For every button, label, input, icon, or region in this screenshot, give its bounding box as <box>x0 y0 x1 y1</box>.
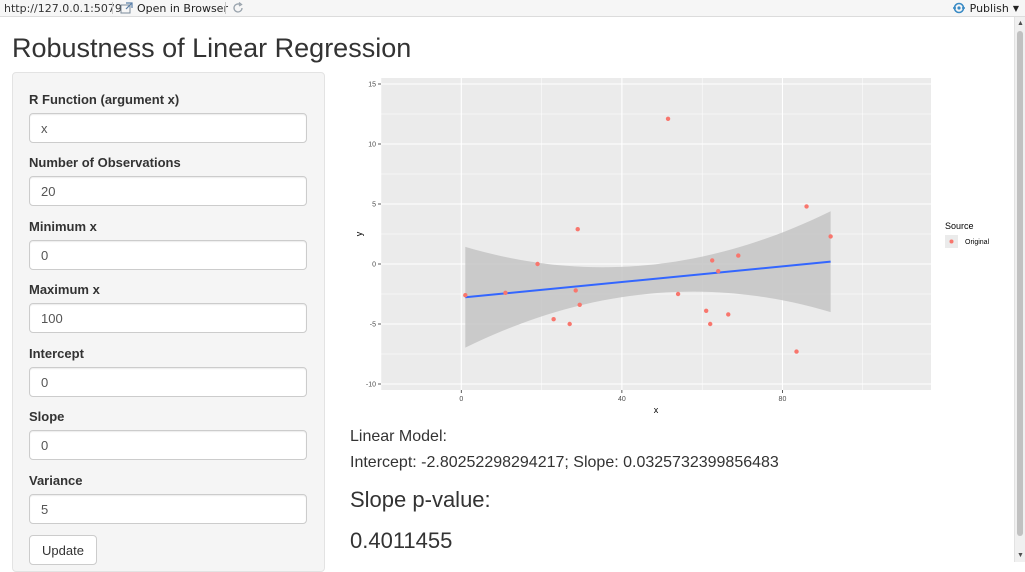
variance-input[interactable] <box>29 494 307 524</box>
field-label: Maximum x <box>29 282 100 297</box>
open-in-browser-button[interactable]: Open in Browser <box>120 1 228 15</box>
field-num-observations: Number of Observations <box>29 155 307 206</box>
data-point <box>535 261 540 267</box>
legend-title: Source <box>945 221 974 231</box>
input-panel: R Function (argument x) Number of Observ… <box>12 72 325 572</box>
y-tick-label: -10 <box>366 382 376 389</box>
r-function-input[interactable] <box>29 113 307 143</box>
data-point <box>703 308 709 313</box>
legend-point <box>949 239 954 244</box>
x-axis-label: x <box>654 405 659 415</box>
scroll-down-icon[interactable]: ▼ <box>1017 552 1024 559</box>
open-in-browser-label: Open in Browser <box>137 1 228 15</box>
linear-model-label: Linear Model: <box>350 428 447 445</box>
regression-plot: -10 -5 0 5 10 15 0 40 80 x y Source Original <box>350 72 1012 417</box>
x-tick-label: 40 <box>618 396 626 403</box>
data-point <box>804 204 809 209</box>
url-text: http://127.0.0.1:5079 <box>4 2 122 15</box>
min-x-input[interactable] <box>29 240 307 270</box>
y-tick-label: 0 <box>372 262 376 269</box>
field-label: Number of Observations <box>29 155 181 170</box>
scroll-up-icon[interactable]: ▲ <box>1017 20 1024 27</box>
field-max-x: Maximum x <box>29 282 307 333</box>
x-tick-label: 80 <box>779 396 787 403</box>
data-point <box>675 291 681 297</box>
data-point <box>665 116 671 121</box>
vertical-scrollbar[interactable]: ▲ ▼ <box>1014 17 1025 562</box>
data-point <box>577 302 582 307</box>
regression-line <box>465 260 831 299</box>
data-point <box>716 269 721 274</box>
linear-model-values: Intercept: -2.80252298294217; Slope: 0.0… <box>350 454 779 471</box>
y-tick-label: 5 <box>372 202 376 209</box>
scatter-chart: -10 -5 0 5 10 15 0 40 80 x y Source Original <box>354 78 990 415</box>
field-intercept: Intercept <box>29 346 307 397</box>
slope-input[interactable] <box>29 430 307 460</box>
data-point <box>794 349 799 354</box>
max-x-input[interactable] <box>29 303 307 333</box>
data-point <box>567 321 572 327</box>
chevron-down-icon: ▼ <box>1012 3 1019 13</box>
update-button[interactable]: Update <box>29 535 97 565</box>
x-tick-label: 0 <box>459 396 463 403</box>
scrollbar-thumb[interactable] <box>1017 31 1023 536</box>
data-point <box>726 312 731 317</box>
field-label: Intercept <box>29 346 84 361</box>
field-r-function: R Function (argument x) <box>29 92 307 143</box>
data-point <box>828 234 833 239</box>
publish-icon <box>952 2 965 14</box>
field-label: Slope <box>29 409 65 424</box>
page-title: Robustness of Linear Regression <box>12 33 412 63</box>
open-browser-icon <box>120 2 133 14</box>
toolbar-divider <box>225 2 226 14</box>
data-point <box>575 227 580 232</box>
legend-entry: Original <box>965 239 990 246</box>
num-observations-input[interactable] <box>29 176 307 206</box>
y-tick-label: 15 <box>368 82 376 89</box>
y-axis-label: y <box>354 231 364 236</box>
data-point <box>463 293 468 298</box>
intercept-input[interactable] <box>29 367 307 397</box>
data-point <box>710 258 715 263</box>
y-tick-label: -5 <box>370 322 376 329</box>
field-variance: Variance <box>29 473 307 524</box>
data-point <box>736 253 741 258</box>
slope-pvalue: 0.4011455 <box>350 528 453 553</box>
data-point <box>707 321 713 327</box>
viewer-toolbar: http://127.0.0.1:5079 Open in Browser Pu… <box>0 0 1025 17</box>
y-tick-label: 10 <box>368 142 376 149</box>
refresh-icon[interactable] <box>231 1 245 15</box>
data-point <box>551 317 556 322</box>
data-point <box>503 290 508 295</box>
field-label: Variance <box>29 473 83 488</box>
slope-pvalue-heading: Slope p-value: <box>350 487 491 512</box>
field-min-x: Minimum x <box>29 219 307 270</box>
data-point <box>573 288 578 293</box>
publish-label: Publish <box>969 1 1009 15</box>
field-slope: Slope <box>29 409 307 460</box>
publish-button[interactable]: Publish ▼ <box>952 1 1019 15</box>
field-label: Minimum x <box>29 219 97 234</box>
field-label: R Function (argument x) <box>29 92 180 107</box>
toolbar-divider <box>112 2 113 14</box>
